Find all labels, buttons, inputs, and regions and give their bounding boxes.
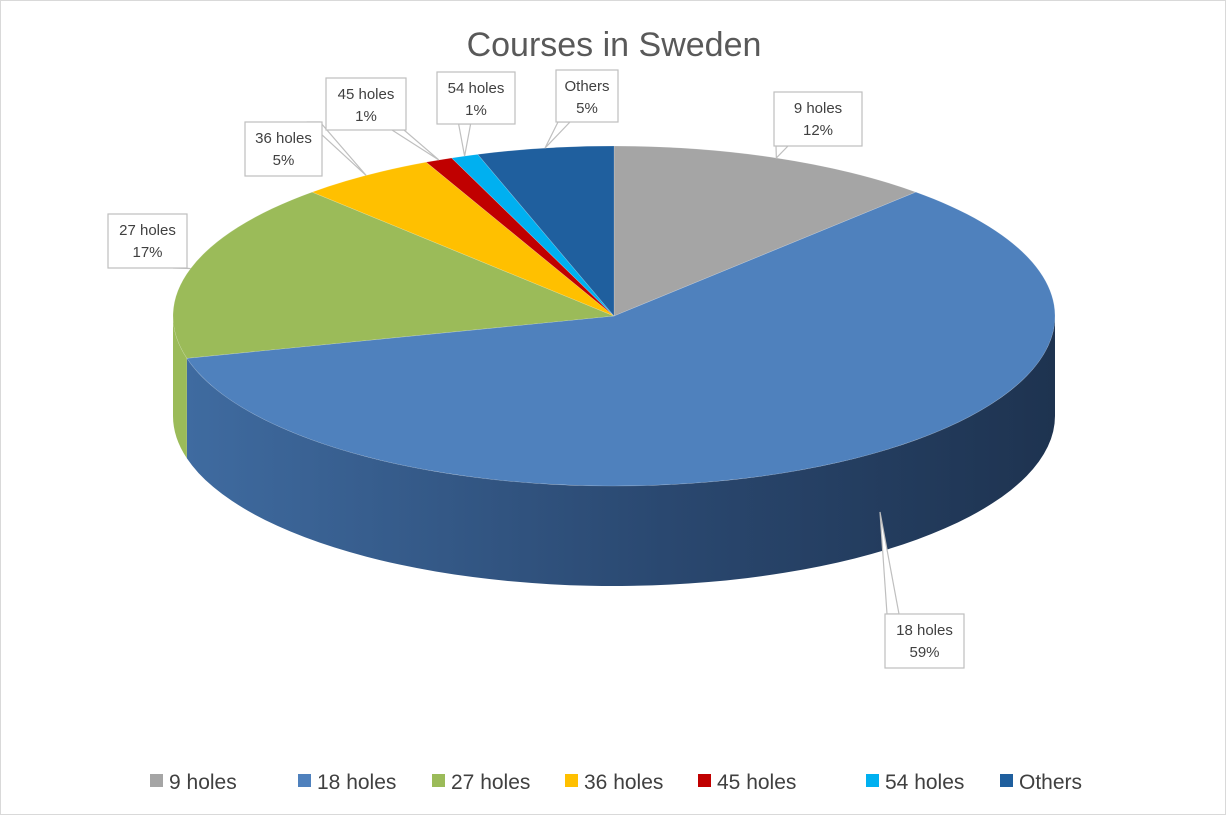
pie-top: [172, 145, 1056, 487]
pie-side-18-holes: [186, 316, 1055, 587]
data-label-value: 17%: [132, 244, 162, 261]
data-label-category: 27 holes: [119, 222, 176, 239]
legend-swatch: [698, 774, 711, 787]
legend-label: 27 holes: [451, 771, 530, 794]
data-label-18-holes: 18 holes 59%: [879, 511, 965, 669]
data-label-value: 12%: [803, 122, 833, 139]
data-label-category: Others: [564, 78, 609, 95]
data-label-category: 45 holes: [338, 86, 395, 103]
callout-box: [773, 91, 863, 147]
callout-pointer: [389, 129, 440, 161]
data-label-others: Others 5%: [544, 69, 619, 149]
legend-item-36-holes[interactable]: 36 holes: [565, 771, 663, 794]
callout-box: [436, 71, 516, 125]
callout-pointer: [544, 121, 572, 149]
callout-pointer: [457, 123, 472, 157]
data-label-category: 9 holes: [794, 100, 842, 117]
legend-label: 45 holes: [717, 771, 796, 794]
legend-label: 18 holes: [317, 771, 396, 794]
pie-slice-18-holes[interactable]: [186, 191, 1056, 487]
data-label-27-holes: 27 holes 17%: [107, 213, 191, 270]
data-label-category: 18 holes: [896, 622, 953, 639]
legend-item-45-holes[interactable]: 45 holes: [698, 771, 796, 794]
legend-item-54-holes[interactable]: 54 holes: [866, 771, 964, 794]
data-label-value: 59%: [909, 644, 939, 661]
chart-title: Courses in Sweden: [467, 26, 762, 64]
legend-swatch: [298, 774, 311, 787]
legend-swatch: [1000, 774, 1013, 787]
pie-side-wall: [173, 316, 1055, 587]
data-label-value: 5%: [576, 100, 598, 117]
legend-swatch: [150, 774, 163, 787]
callout-pointer: [775, 145, 790, 160]
callout-box: [244, 121, 323, 177]
data-label-45-holes: 45 holes 1%: [325, 77, 440, 161]
legend-label: 36 holes: [584, 771, 663, 794]
data-label-54-holes: 54 holes 1%: [436, 71, 516, 157]
pie-slice-27-holes[interactable]: [172, 191, 615, 359]
data-label-category: 54 holes: [448, 80, 505, 97]
legend-swatch: [866, 774, 879, 787]
data-label-9-holes: 9 holes 12%: [773, 91, 863, 160]
data-label-category: 36 holes: [255, 130, 312, 147]
legend-item-others[interactable]: Others: [1000, 771, 1082, 794]
data-labels: 9 holes 12% 18 holes 59% 27 holes 17% 36 holes…: [107, 69, 965, 669]
legend-item-18-holes[interactable]: 18 holes: [298, 771, 396, 794]
legend-item-27-holes[interactable]: 27 holes: [432, 771, 530, 794]
data-label-value: 1%: [465, 102, 487, 119]
legend-label: 9 holes: [169, 771, 237, 794]
legend-item-9-holes[interactable]: 9 holes: [150, 771, 237, 794]
data-label-value: 1%: [355, 108, 377, 125]
pie-side-27-holes: [173, 316, 187, 459]
callout-box: [325, 77, 407, 131]
legend-label: 54 holes: [885, 771, 964, 794]
callout-box: [555, 69, 619, 123]
callout-box: [884, 613, 965, 669]
data-label-36-holes: 36 holes 5%: [244, 121, 367, 177]
data-label-value: 5%: [273, 152, 295, 169]
callout-box: [107, 213, 188, 269]
legend-swatch: [432, 774, 445, 787]
legend-swatch: [565, 774, 578, 787]
legend: 9 holes 18 holes 27 holes 36 holes 45 holes 5…: [150, 771, 1082, 794]
legend-label: Others: [1019, 771, 1082, 794]
